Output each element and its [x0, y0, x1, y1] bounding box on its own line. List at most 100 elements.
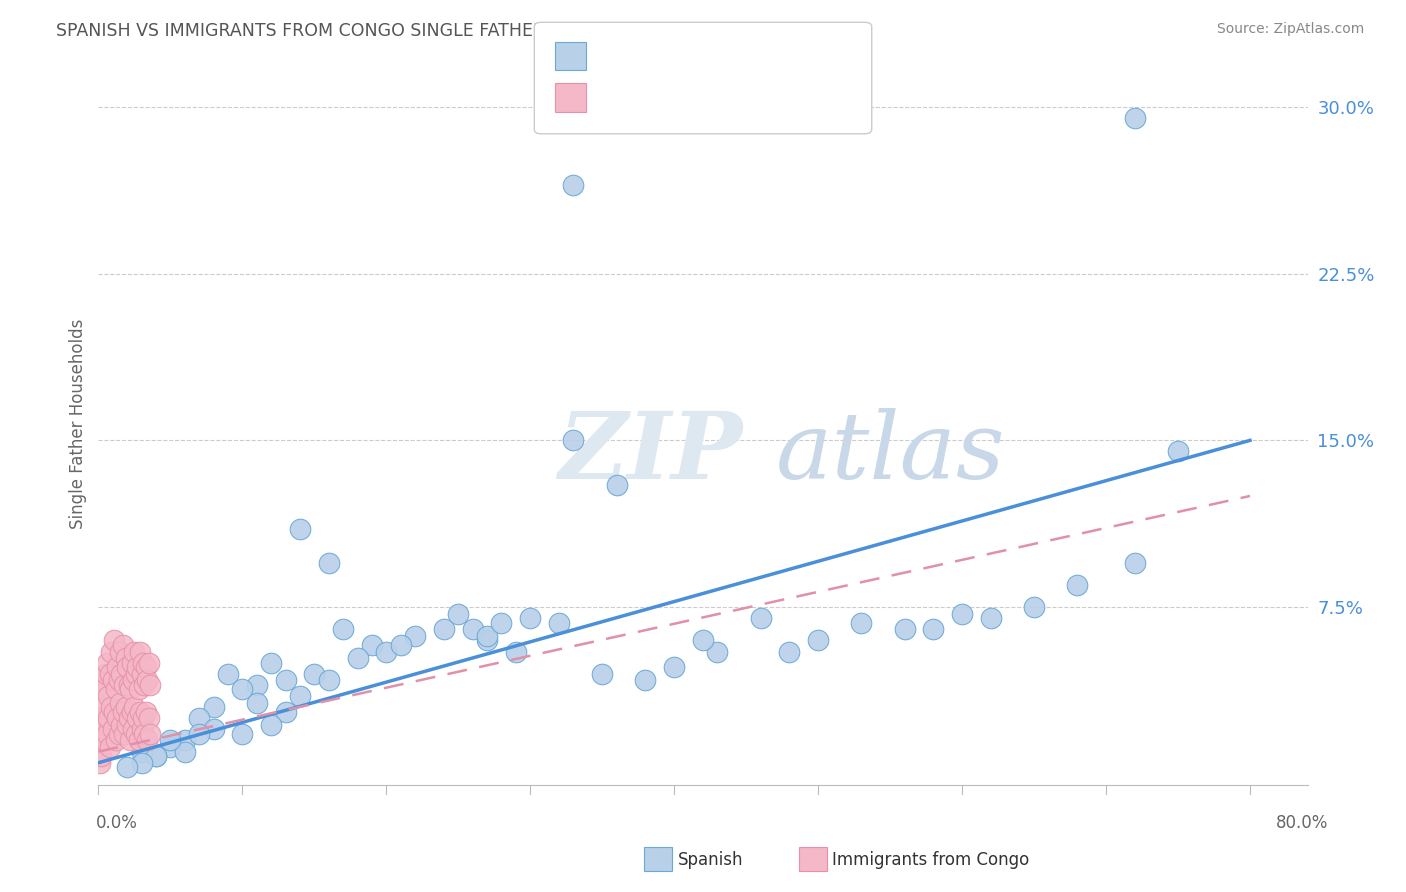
Point: [188, 711, 211, 725]
Point: [120, 733, 142, 747]
Point: [97, 689, 120, 703]
Point: [127, 660, 149, 674]
Text: ZIP: ZIP: [558, 408, 742, 498]
Point: [1167, 444, 1189, 458]
Text: N = 61: N = 61: [749, 47, 813, 65]
Point: [135, 705, 157, 719]
Point: [128, 682, 150, 697]
Point: [112, 678, 135, 692]
Text: N = 73: N = 73: [749, 88, 813, 106]
Point: [318, 556, 340, 570]
Point: [127, 711, 149, 725]
Point: [260, 718, 283, 732]
Point: [288, 522, 311, 536]
Point: [159, 733, 181, 747]
Point: [173, 733, 195, 747]
Point: [111, 705, 134, 719]
Point: [851, 615, 873, 630]
Point: [749, 611, 772, 625]
Point: [125, 727, 148, 741]
Point: [134, 727, 156, 741]
Point: [346, 651, 368, 665]
Point: [110, 718, 132, 732]
Point: [94, 666, 117, 681]
Point: [1022, 600, 1045, 615]
Point: [101, 723, 124, 737]
Point: [447, 607, 470, 621]
Point: [519, 611, 541, 625]
Point: [132, 711, 155, 725]
Point: [105, 660, 128, 674]
Point: [104, 733, 127, 747]
Point: [115, 718, 138, 732]
Point: [491, 615, 513, 630]
Point: [274, 673, 297, 688]
Point: [115, 760, 138, 774]
Point: [112, 727, 135, 741]
Point: [136, 673, 159, 688]
Point: [98, 740, 121, 755]
Point: [107, 727, 129, 741]
Point: [122, 723, 145, 737]
Point: [274, 705, 297, 719]
Point: [91, 723, 114, 737]
Point: [118, 711, 141, 725]
Point: [121, 656, 143, 670]
Point: [1123, 556, 1146, 570]
Point: [375, 644, 398, 658]
Point: [288, 689, 311, 703]
Point: [87, 745, 110, 759]
Text: SPANISH VS IMMIGRANTS FROM CONGO SINGLE FATHER HOUSEHOLDS CORRELATION CHART: SPANISH VS IMMIGRANTS FROM CONGO SINGLE …: [56, 22, 868, 40]
Point: [108, 644, 131, 658]
Text: Immigrants from Congo: Immigrants from Congo: [832, 851, 1029, 869]
Point: [202, 700, 225, 714]
Point: [706, 644, 728, 658]
Y-axis label: Single Father Households: Single Father Households: [69, 318, 87, 529]
Point: [1123, 111, 1146, 125]
Point: [93, 682, 115, 697]
Point: [304, 666, 326, 681]
Point: [103, 633, 125, 648]
Point: [101, 673, 124, 688]
Point: [591, 666, 613, 681]
Text: atlas: atlas: [776, 408, 1005, 498]
Point: [124, 644, 146, 658]
Point: [173, 745, 195, 759]
Point: [103, 705, 125, 719]
Point: [105, 711, 128, 725]
Point: [807, 633, 830, 648]
Point: [246, 678, 269, 692]
Point: [89, 711, 111, 725]
Point: [778, 644, 800, 658]
Point: [145, 749, 167, 764]
Point: [118, 678, 141, 692]
Point: [131, 666, 153, 681]
Point: [96, 727, 118, 741]
Point: [100, 700, 122, 714]
Point: [108, 696, 131, 710]
Point: [505, 644, 527, 658]
Point: [188, 727, 211, 741]
Point: [114, 651, 136, 665]
Point: [1066, 578, 1088, 592]
Text: 0.0%: 0.0%: [96, 814, 138, 831]
Point: [145, 749, 167, 764]
Point: [94, 718, 117, 732]
Point: [217, 666, 239, 681]
Point: [129, 644, 152, 658]
Point: [132, 656, 155, 670]
Point: [98, 666, 121, 681]
Point: [120, 682, 142, 697]
Text: R =  0.128: R = 0.128: [595, 88, 690, 106]
Point: [115, 660, 138, 674]
Point: [129, 705, 152, 719]
Point: [404, 629, 426, 643]
Point: [361, 638, 384, 652]
Point: [332, 623, 354, 637]
Point: [389, 638, 412, 652]
Point: [131, 756, 153, 770]
Point: [89, 756, 111, 770]
Point: [922, 623, 945, 637]
Point: [96, 656, 118, 670]
Point: [100, 644, 122, 658]
